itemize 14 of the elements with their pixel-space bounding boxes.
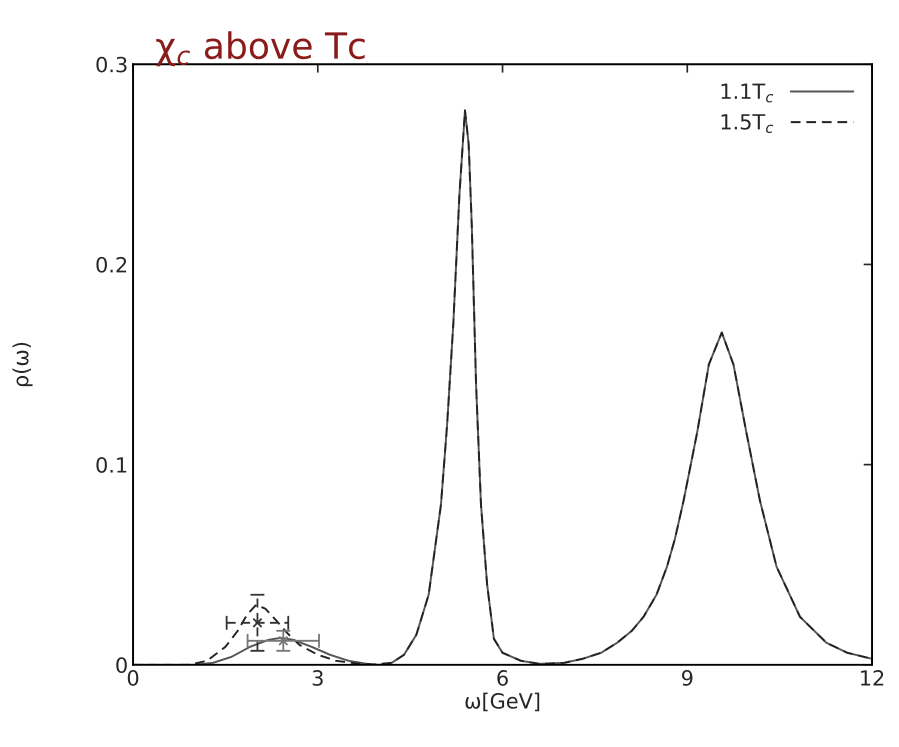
x-tick-label: 12	[861, 670, 884, 686]
x-tick-label: 9	[682, 670, 692, 686]
legend-label: 1.1T$_{c}$	[722, 84, 774, 102]
x-tick-label: 6	[497, 670, 508, 686]
y-tick-label: 0.2	[96, 256, 126, 273]
y-axis-title: ρ(ω)	[12, 342, 33, 386]
legend-label: 1.5T$_{c}$	[722, 114, 774, 134]
x-tick-label: 0	[128, 670, 138, 686]
y-tick-label: 0	[116, 657, 127, 674]
y-tick-label: 0.3	[96, 56, 127, 72]
x-axis-title: ω[GeV]	[465, 692, 540, 712]
chart-title: χ$_{c}$ above Tc	[156, 31, 365, 66]
y-tick-label: 0.1	[96, 457, 126, 473]
x-tick-label: 3	[312, 670, 323, 686]
